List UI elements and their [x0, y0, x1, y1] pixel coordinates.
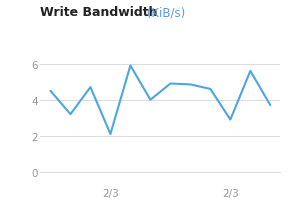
Text: Write Bandwidth: Write Bandwidth: [40, 6, 158, 19]
Text: 2/3: 2/3: [222, 188, 239, 198]
Text: (KiB/s): (KiB/s): [143, 6, 185, 19]
Text: 2/3: 2/3: [102, 188, 119, 198]
